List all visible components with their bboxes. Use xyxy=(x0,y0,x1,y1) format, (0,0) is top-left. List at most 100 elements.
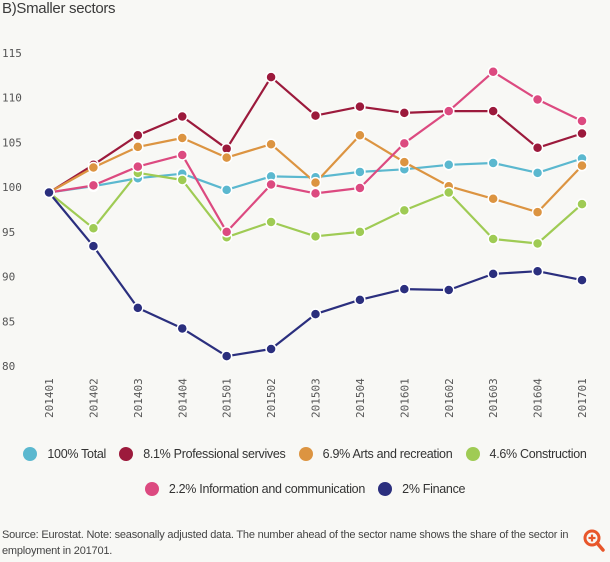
data-point[interactable] xyxy=(576,159,588,172)
data-point[interactable] xyxy=(487,233,499,245)
series-points xyxy=(43,66,588,362)
data-point[interactable] xyxy=(531,93,544,106)
data-point[interactable] xyxy=(265,71,277,83)
x-tick-label: 201601 xyxy=(398,378,411,418)
legend-marker-ict xyxy=(144,482,159,496)
y-tick-label: 90 xyxy=(2,271,15,284)
data-point[interactable] xyxy=(309,308,322,320)
data-point[interactable] xyxy=(132,302,144,314)
data-point[interactable] xyxy=(87,240,100,252)
data-point[interactable] xyxy=(531,265,544,277)
data-point[interactable] xyxy=(309,109,322,122)
zoom-in-magnifier-icon[interactable] xyxy=(583,529,605,553)
data-point[interactable] xyxy=(398,107,411,119)
legend-item-construction[interactable]: 4.6% Construction xyxy=(465,447,587,461)
data-point[interactable] xyxy=(43,186,55,199)
data-point[interactable] xyxy=(132,141,144,153)
y-tick-label: 85 xyxy=(2,315,15,328)
legend-row-2: 2.2% Information and communication 2% Fi… xyxy=(0,482,610,499)
data-point[interactable] xyxy=(354,129,366,142)
data-point[interactable] xyxy=(265,343,277,355)
data-point[interactable] xyxy=(265,178,277,191)
legend-marker-construction xyxy=(465,447,480,461)
data-point[interactable] xyxy=(309,176,322,189)
data-point[interactable] xyxy=(354,294,366,306)
data-point[interactable] xyxy=(531,167,544,179)
data-point[interactable] xyxy=(354,226,366,238)
x-tick-label: 201701 xyxy=(576,378,589,418)
data-point[interactable] xyxy=(576,274,588,286)
x-tick-label: 201404 xyxy=(176,378,189,418)
legend-label-arts: 6.9% Arts and recreation xyxy=(322,447,453,461)
data-point[interactable] xyxy=(220,226,233,238)
x-tick-label: 201502 xyxy=(265,378,278,418)
data-point[interactable] xyxy=(398,137,411,150)
legend-label-ict: 2.2% Information and communication xyxy=(168,482,365,496)
data-point[interactable] xyxy=(176,132,188,144)
data-point[interactable] xyxy=(220,350,233,362)
data-point[interactable] xyxy=(531,237,544,250)
data-point[interactable] xyxy=(87,161,100,174)
data-point[interactable] xyxy=(398,283,411,295)
y-tick-label: 115 xyxy=(2,47,22,60)
source-note: Source: Eurostat. Note: seasonally adjus… xyxy=(2,529,569,557)
data-point[interactable] xyxy=(576,127,588,140)
legend-item-professional[interactable]: 8.1% Professional servives xyxy=(119,447,286,461)
legend-label-construction: 4.6% Construction xyxy=(489,447,587,461)
data-point[interactable] xyxy=(487,193,499,205)
data-point[interactable] xyxy=(354,182,366,194)
legend-marker-total xyxy=(23,447,38,461)
data-point[interactable] xyxy=(176,149,188,161)
data-point[interactable] xyxy=(309,187,322,200)
chart-title: B)Smaller sectors xyxy=(2,0,116,17)
legend-marker-professional xyxy=(119,447,134,461)
data-point[interactable] xyxy=(443,105,455,117)
data-point[interactable] xyxy=(398,204,411,217)
data-point[interactable] xyxy=(309,230,322,243)
legend-label-professional: 8.1% Professional servives xyxy=(143,447,286,461)
legend-marker-finance xyxy=(378,482,393,496)
data-point[interactable] xyxy=(265,216,277,228)
data-point[interactable] xyxy=(576,198,588,210)
data-point[interactable] xyxy=(176,174,188,186)
y-tick-label: 105 xyxy=(2,136,22,149)
legend-item-total[interactable]: 100% Total xyxy=(23,447,106,461)
data-point[interactable] xyxy=(531,206,544,218)
legend-label-total: 100% Total xyxy=(47,447,107,461)
data-point[interactable] xyxy=(398,156,411,168)
data-point[interactable] xyxy=(443,159,455,171)
data-point[interactable] xyxy=(531,142,544,154)
x-tick-label: 201604 xyxy=(532,378,545,418)
data-point[interactable] xyxy=(132,160,144,173)
data-point[interactable] xyxy=(487,105,499,117)
data-point[interactable] xyxy=(487,268,499,280)
series-line-5 xyxy=(48,191,583,358)
data-point[interactable] xyxy=(354,100,366,113)
data-point[interactable] xyxy=(220,151,233,164)
legend-item-finance[interactable]: 2% Finance xyxy=(378,482,465,496)
data-point[interactable] xyxy=(176,110,188,123)
data-point[interactable] xyxy=(87,179,100,192)
data-point[interactable] xyxy=(487,157,499,169)
x-tick-label: 201603 xyxy=(487,378,500,418)
data-point[interactable] xyxy=(354,166,366,178)
data-point[interactable] xyxy=(487,66,499,78)
x-tick-label: 201402 xyxy=(87,378,100,418)
y-tick-label: 100 xyxy=(2,181,22,194)
data-point[interactable] xyxy=(220,184,233,196)
legend-item-arts[interactable]: 6.9% Arts and recreation xyxy=(298,447,453,461)
data-point[interactable] xyxy=(176,322,188,335)
data-point[interactable] xyxy=(576,115,588,127)
data-point[interactable] xyxy=(443,186,455,199)
y-axis: 80 85 90 95 100 105 110 115 xyxy=(2,47,22,373)
data-point[interactable] xyxy=(132,129,144,142)
data-point[interactable] xyxy=(87,222,100,235)
legend-item-ict[interactable]: 2.2% Information and communication xyxy=(144,482,365,496)
data-point[interactable] xyxy=(443,284,455,296)
x-tick-label: 201403 xyxy=(132,378,145,418)
x-tick-label: 201503 xyxy=(310,378,323,418)
data-point[interactable] xyxy=(265,138,277,150)
x-tick-label: 201504 xyxy=(354,378,367,418)
x-axis: 201401 201402 201403 201404 201501 201502 2015… xyxy=(43,378,589,418)
